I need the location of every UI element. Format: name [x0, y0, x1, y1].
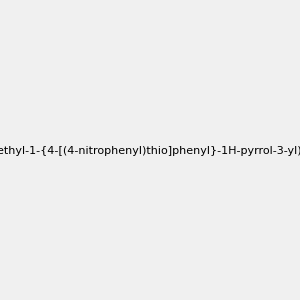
- Text: 2-cyano-3-(2,5-dimethyl-1-{4-[(4-nitrophenyl)thio]phenyl}-1H-pyrrol-3-yl)-N-phen: 2-cyano-3-(2,5-dimethyl-1-{4-[(4-nitroph…: [0, 146, 300, 157]
